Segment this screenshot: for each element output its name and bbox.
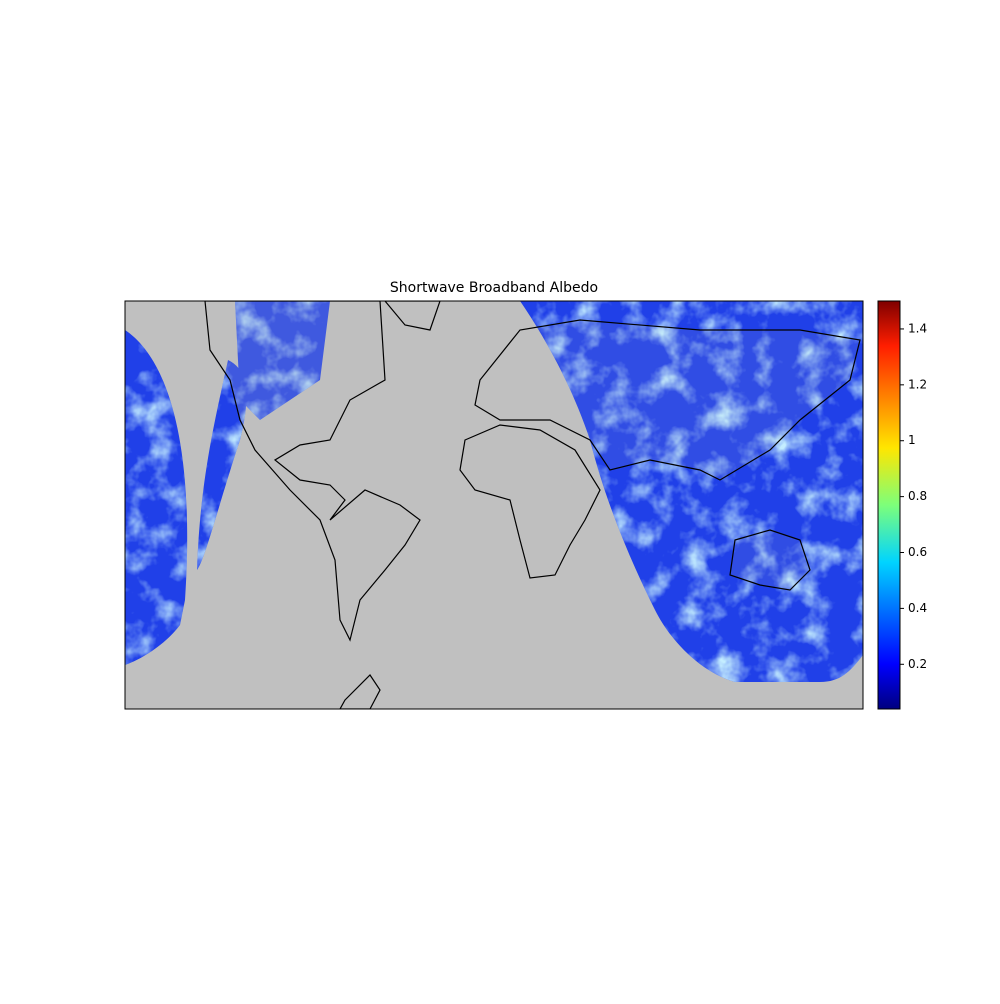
colorbar: [877, 300, 901, 710]
colorbar-tick-label: 1.2: [908, 377, 927, 391]
colorbar-tick-label: 0.4: [908, 601, 927, 615]
map-frame: [124, 300, 864, 710]
map: [125, 301, 863, 709]
colorbar-tick-label: 0.6: [908, 545, 927, 559]
colorbar-tick-label: 1.4: [908, 321, 927, 335]
coastlines: [204, 301, 861, 709]
colorbar-tick-label: 1: [908, 433, 916, 447]
colorbar-tick-label: 0.2: [908, 657, 927, 671]
colorbar-tick-label: 0.8: [908, 489, 927, 503]
chart-title: Shortwave Broadband Albedo: [390, 280, 598, 296]
